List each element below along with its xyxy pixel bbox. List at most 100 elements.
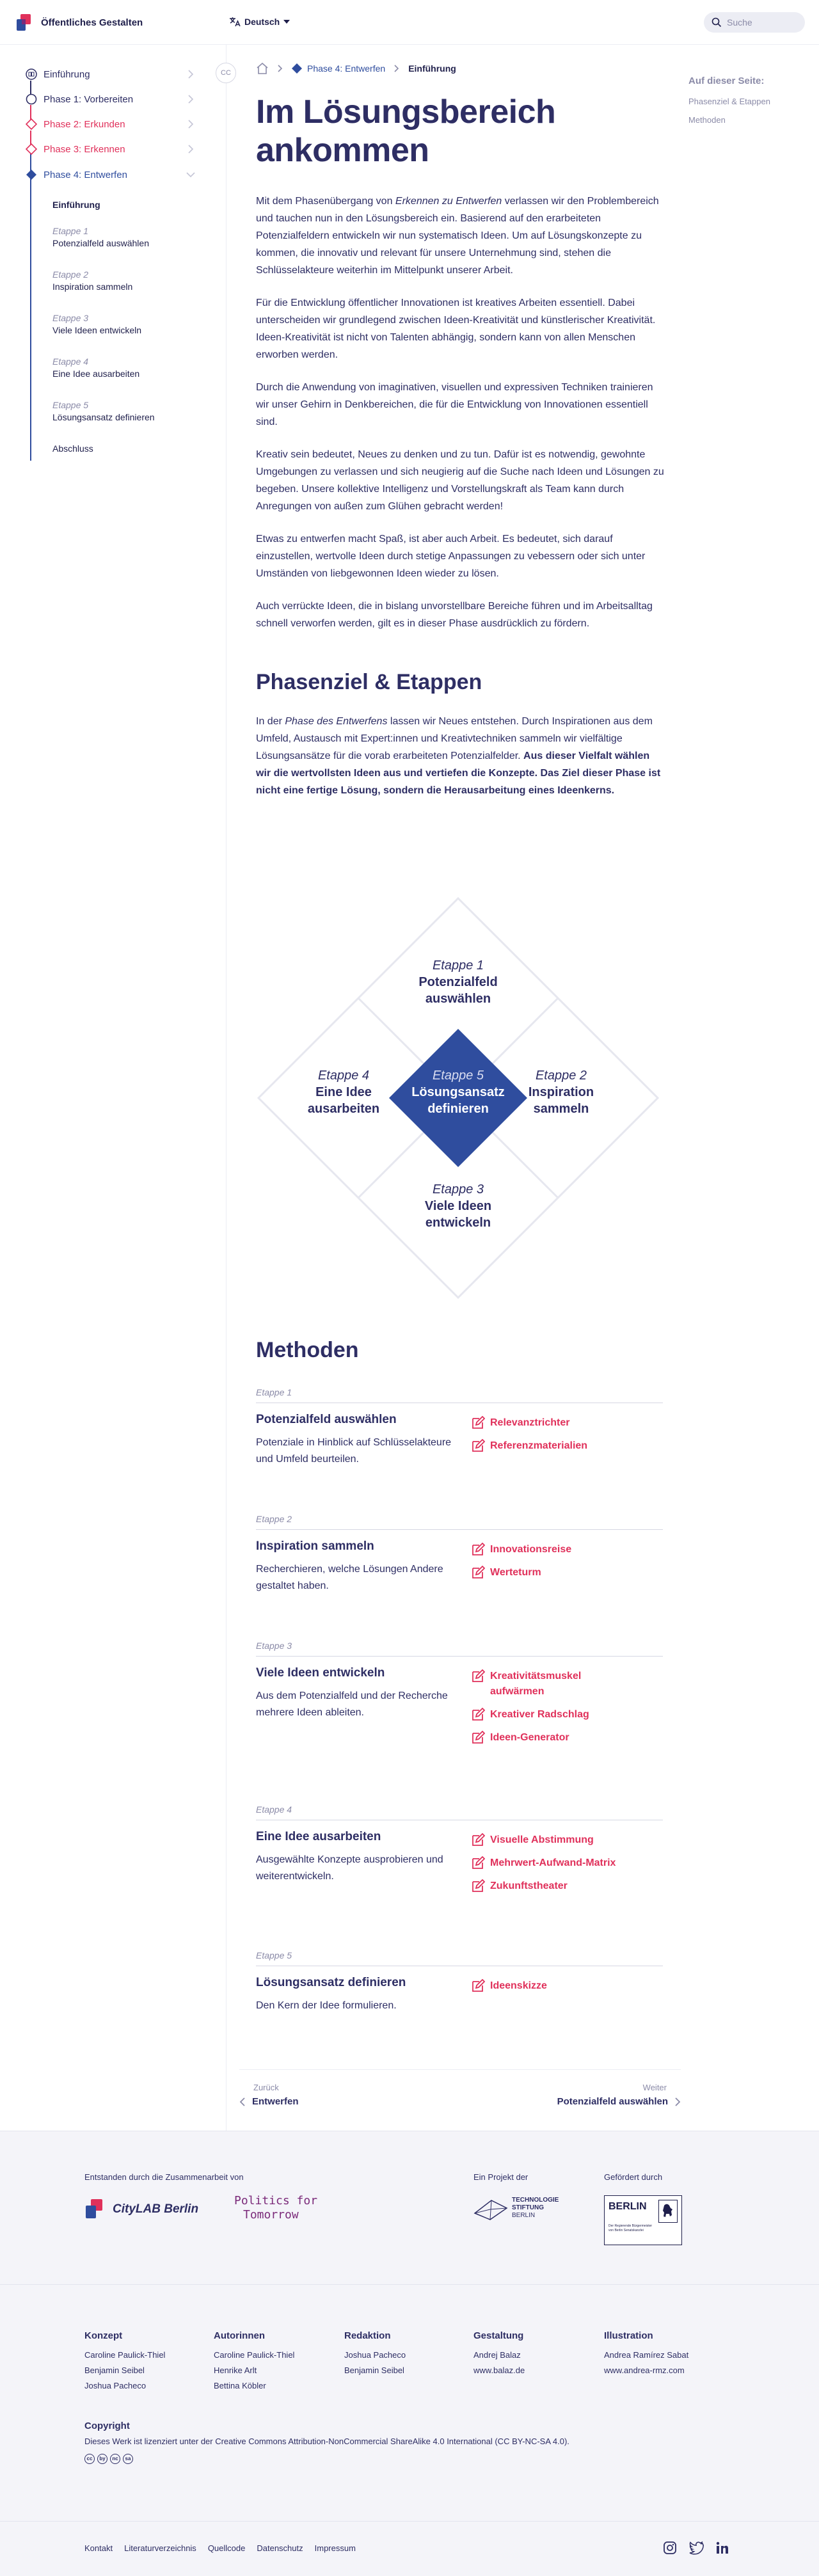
edit-icon: [472, 1669, 485, 1682]
credit-column: Konzept Caroline Paulick-Thiel Benjamin S…: [84, 2330, 166, 2390]
sidebar-sub-label: Potenzialfeld auswählen: [52, 238, 149, 248]
previous-page-link[interactable]: Zurück Entwerfen: [239, 2083, 299, 2107]
funded-by-label: Gefördert durch: [604, 2172, 663, 2182]
edit-icon: [472, 1856, 485, 1869]
method-link[interactable]: Zukunftstheater: [471, 1879, 663, 1894]
credit-column: Autorinnen Caroline Paulick-Thiel Henrike…: [214, 2330, 295, 2390]
method-link[interactable]: Innovationsreise: [471, 1542, 663, 1557]
cc-nc-icon: nc: [110, 2454, 120, 2464]
instagram-icon[interactable]: [663, 2541, 677, 2555]
home-icon[interactable]: [256, 63, 269, 74]
method-link[interactable]: Ideen-Generator: [471, 1730, 663, 1745]
toc-item-phasenziel[interactable]: Phasenziel & Etappen: [688, 97, 770, 106]
sidebar-sub-etappe-2[interactable]: Etappe 2 Inspiration sammeln: [52, 269, 132, 293]
diamond-filled-icon: [26, 170, 36, 180]
footer-bottom: Kontakt Literaturverzeichnis Quellcode D…: [0, 2521, 819, 2576]
linkedin-icon[interactable]: [715, 2541, 729, 2555]
cc-license-icons[interactable]: cc by nc sa: [84, 2454, 569, 2464]
page-title: Im Lösungsbereich ankommen: [256, 93, 556, 169]
chevron-right-icon[interactable]: [186, 119, 196, 129]
berlin-logo-link[interactable]: BERLIN Der Regierende Bürgermeister von …: [604, 2195, 682, 2245]
footer-link-kontakt[interactable]: Kontakt: [84, 2543, 113, 2553]
method-link[interactable]: Referenzmaterialien: [471, 1438, 663, 1454]
footer-link-literaturverzeichnis[interactable]: Literaturverzeichnis: [124, 2543, 196, 2553]
method-link[interactable]: Relevanztrichter: [471, 1415, 663, 1431]
edit-icon: [472, 1731, 485, 1744]
method-title: Viele Ideen entwickeln: [256, 1666, 385, 1680]
footer-link-datenschutz[interactable]: Datenschutz: [257, 2543, 303, 2553]
sidebar-sub-etappe-5[interactable]: Etappe 5 Lösungsansatz definieren: [52, 399, 155, 424]
diamond-graphic: [257, 896, 660, 1300]
footer-link-quellcode[interactable]: Quellcode: [207, 2543, 246, 2553]
technologiestiftung-logo-link[interactable]: TECHNOLOGIE STIFTUNG BERLIN: [473, 2195, 559, 2221]
sidebar-item-phase-1[interactable]: Phase 1: Vorbereiten: [23, 91, 196, 107]
search-input[interactable]: [727, 17, 797, 28]
method-description: Potenziale in Hinblick auf Schlüsselakte…: [256, 1437, 452, 1465]
breadcrumb-phase-label: Phase 4: Entwerfen: [307, 63, 386, 74]
sidebar-sub-einfuehrung[interactable]: Einführung: [52, 199, 100, 211]
berlin-logo-subtext: Der Regierende Bürgermeister von Berlin …: [608, 2224, 653, 2232]
table-of-contents: Auf dieser Seite: Phasenziel & Etappen M…: [688, 76, 770, 134]
site-header: Öffentliches Gestalten Deutsch: [0, 0, 819, 45]
method-link[interactable]: Visuelle Abstimmung: [471, 1833, 663, 1848]
home-logo-link[interactable]: Öffentliches Gestalten: [15, 13, 143, 32]
pft-logo-line: Politics for: [234, 2194, 318, 2207]
sidebar-divider: [226, 45, 227, 2131]
sidebar-sub-etappe-1[interactable]: Etappe 1 Potenzialfeld auswählen: [52, 225, 149, 250]
citylab-logo-icon: [86, 2199, 102, 2218]
site-title: Öffentliches Gestalten: [41, 17, 143, 28]
sidebar-item-label: Phase 2: Erkunden: [44, 118, 125, 130]
method-description: Recherchieren, welche Lösungen Andere ge…: [256, 1564, 443, 1591]
collapse-sidebar-button[interactable]: CC: [216, 63, 236, 83]
language-selector[interactable]: Deutsch: [229, 17, 290, 27]
method-description: Den Kern der Idee formulieren.: [256, 2000, 397, 2011]
chevron-right-icon[interactable]: [186, 94, 196, 104]
translate-icon: [230, 17, 241, 27]
method-link[interactable]: Werteturm: [471, 1565, 663, 1580]
sidebar-sub-etappe-4[interactable]: Etappe 4 Eine Idee ausarbeiten: [52, 356, 139, 380]
chevron-right-icon[interactable]: [186, 144, 196, 154]
chevron-down-icon[interactable]: [186, 170, 196, 180]
andrea-rmz-link[interactable]: www.andrea-rmz.com: [604, 2365, 685, 2375]
edit-icon: [472, 1833, 485, 1846]
next-page-link[interactable]: Weiter Potenzialfeld auswählen: [557, 2083, 681, 2107]
sidebar-item-phase-3[interactable]: Phase 3: Erkennen: [23, 141, 196, 157]
chevron-right-icon[interactable]: [186, 69, 196, 79]
search-box[interactable]: [704, 12, 805, 33]
politics-for-tomorrow-logo-link[interactable]: Politics for Tomorrow: [234, 2194, 317, 2222]
twitter-icon[interactable]: [688, 2541, 704, 2555]
sidebar-item-einfuehrung[interactable]: Einführung: [23, 67, 196, 82]
breadcrumb-phase-link[interactable]: Phase 4: Entwerfen: [292, 63, 385, 74]
method-title: Lösungsansatz definieren: [256, 1976, 406, 1989]
method-block-etappe-5: Etappe 5 Lösungsansatz definieren Den Ke…: [256, 1950, 663, 2011]
method-link[interactable]: Kreativer Radschlag: [471, 1707, 663, 1722]
method-etappe: Etappe 2: [256, 1514, 663, 1530]
copyright-section: Copyright Dieses Werk ist lizenziert unt…: [84, 2421, 569, 2464]
method-link[interactable]: Kreativitätsmuskel aufwärmen: [471, 1669, 663, 1699]
method-link[interactable]: Mehrwert-Aufwand-Matrix: [471, 1856, 663, 1871]
section-heading-methoden: Methoden: [256, 1338, 359, 1362]
toc-item-methoden[interactable]: Methoden: [688, 115, 726, 125]
paragraph: Kreativ sein bedeutet, Neues zu denken u…: [256, 449, 664, 512]
sidebar-sub-etappe-3[interactable]: Etappe 3 Viele Ideen entwickeln: [52, 312, 141, 337]
method-link[interactable]: Ideenskizze: [471, 1978, 663, 1994]
citylab-logo-link[interactable]: CityLAB Berlin: [84, 2198, 198, 2221]
method-title: Potenzialfeld auswählen: [256, 1413, 397, 1426]
sidebar-item-phase-4[interactable]: Phase 4: Entwerfen: [23, 167, 196, 182]
cc-icon: cc: [84, 2454, 95, 2464]
sidebar-sub-abschluss[interactable]: Abschluss: [52, 443, 93, 455]
method-etappe: Etappe 3: [256, 1641, 663, 1657]
footer-link-impressum[interactable]: Impressum: [314, 2543, 356, 2553]
sidebar-sub-label: Abschluss: [52, 443, 93, 454]
caret-down-icon: [283, 20, 290, 24]
diagram-etappe-2: Etappe 2 Inspiration sammeln: [528, 1069, 594, 1116]
balaz-link[interactable]: www.balaz.de: [473, 2365, 525, 2375]
diagram-etappe-5: Etappe 5 Lösungsansatz definieren: [411, 1069, 505, 1116]
method-title: Eine Idee ausarbeiten: [256, 1830, 381, 1843]
method-etappe: Etappe 1: [256, 1387, 663, 1403]
sidebar-item-phase-2[interactable]: Phase 2: Erkunden: [23, 116, 196, 132]
cc-by-icon: by: [97, 2454, 107, 2464]
berlin-bear-icon: [658, 2200, 678, 2223]
pft-logo-line: Tomorrow: [243, 2208, 299, 2222]
paragraph: In der Phase des Entwerfens lassen wir N…: [256, 716, 661, 796]
